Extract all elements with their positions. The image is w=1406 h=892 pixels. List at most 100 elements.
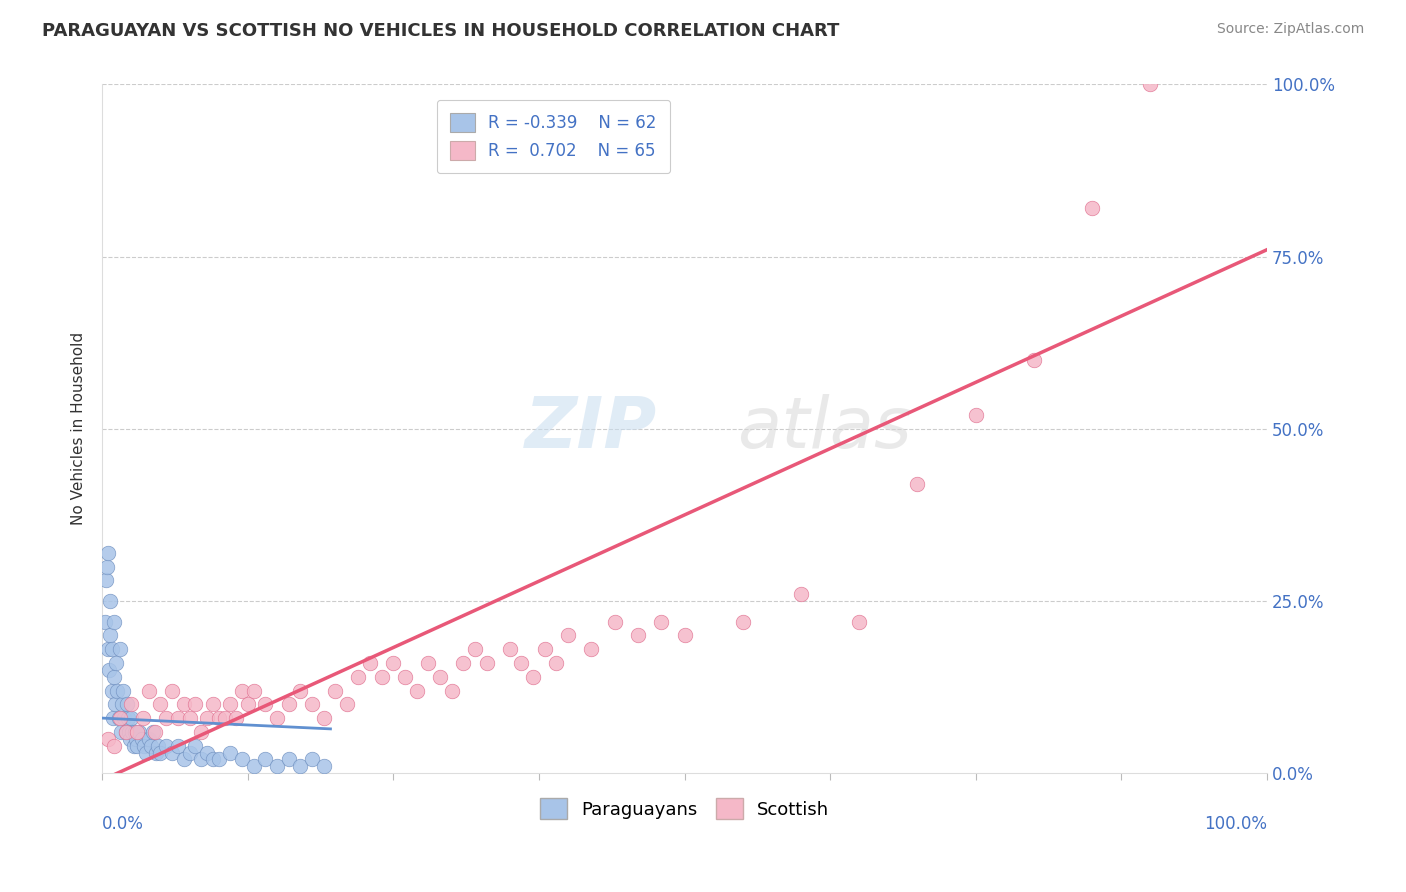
Point — [101, 711, 124, 725]
Point — [603, 615, 626, 629]
Point — [122, 739, 145, 753]
Point — [231, 683, 253, 698]
Point — [167, 711, 190, 725]
Point — [440, 683, 463, 698]
Point — [114, 724, 136, 739]
Point — [173, 698, 195, 712]
Point — [731, 615, 754, 629]
Point — [464, 642, 486, 657]
Point — [127, 739, 149, 753]
Point — [546, 656, 568, 670]
Point — [214, 711, 236, 725]
Point — [323, 683, 346, 698]
Point — [359, 656, 381, 670]
Point — [143, 724, 166, 739]
Point — [965, 408, 987, 422]
Point — [105, 656, 128, 670]
Point — [117, 711, 139, 725]
Point — [219, 746, 242, 760]
Text: atlas: atlas — [737, 394, 911, 463]
Point — [499, 642, 522, 657]
Point — [673, 628, 696, 642]
Point — [451, 656, 474, 670]
Point — [142, 724, 165, 739]
Point — [120, 711, 142, 725]
Text: PARAGUAYAN VS SCOTTISH NO VEHICLES IN HOUSEHOLD CORRELATION CHART: PARAGUAYAN VS SCOTTISH NO VEHICLES IN HO… — [42, 22, 839, 40]
Text: 0.0%: 0.0% — [103, 814, 143, 832]
Point — [138, 731, 160, 746]
Point — [254, 698, 277, 712]
Point — [277, 698, 299, 712]
Point — [418, 656, 440, 670]
Text: Source: ZipAtlas.com: Source: ZipAtlas.com — [1216, 22, 1364, 37]
Point — [371, 670, 394, 684]
Legend: Paraguayans, Scottish: Paraguayans, Scottish — [533, 791, 837, 826]
Point — [195, 711, 218, 725]
Point — [98, 594, 121, 608]
Point — [231, 752, 253, 766]
Point — [173, 752, 195, 766]
Point — [128, 724, 150, 739]
Point — [581, 642, 603, 657]
Point — [121, 724, 143, 739]
Point — [208, 711, 231, 725]
Point — [429, 670, 451, 684]
Point — [132, 711, 155, 725]
Point — [115, 698, 138, 712]
Point — [312, 711, 335, 725]
Point — [650, 615, 672, 629]
Point — [510, 656, 533, 670]
Point — [97, 731, 120, 746]
Point — [254, 752, 277, 766]
Point — [195, 746, 218, 760]
Point — [208, 752, 231, 766]
Point — [312, 759, 335, 773]
Point — [94, 574, 117, 588]
Point — [266, 711, 288, 725]
Point — [533, 642, 555, 657]
Point — [160, 683, 183, 698]
Point — [98, 663, 121, 677]
Point — [131, 731, 153, 746]
Point — [138, 683, 160, 698]
Point — [236, 698, 259, 712]
Point — [347, 670, 370, 684]
Point — [112, 711, 135, 725]
Point — [1022, 353, 1045, 368]
Point — [225, 711, 247, 725]
Point — [290, 683, 312, 698]
Point — [1081, 202, 1104, 216]
Point — [107, 711, 129, 725]
Point — [103, 615, 125, 629]
Point — [301, 698, 323, 712]
Point — [907, 477, 929, 491]
Point — [139, 739, 162, 753]
Point — [112, 683, 135, 698]
Point — [277, 752, 299, 766]
Point — [266, 759, 288, 773]
Point — [1139, 78, 1161, 92]
Point — [110, 724, 132, 739]
Point — [100, 683, 122, 698]
Point — [105, 683, 128, 698]
Point — [848, 615, 870, 629]
Point — [382, 656, 405, 670]
Point — [100, 642, 122, 657]
Point — [149, 698, 172, 712]
Point — [93, 615, 115, 629]
Point — [145, 746, 167, 760]
Point — [120, 731, 142, 746]
Point — [155, 711, 177, 725]
Point — [134, 739, 156, 753]
Point — [120, 698, 142, 712]
Point — [190, 752, 212, 766]
Point — [475, 656, 498, 670]
Point — [155, 739, 177, 753]
Point — [557, 628, 579, 642]
Point — [167, 739, 190, 753]
Point — [108, 642, 131, 657]
Point — [108, 711, 131, 725]
Point — [242, 759, 264, 773]
Point — [135, 746, 157, 760]
Y-axis label: No Vehicles in Household: No Vehicles in Household — [72, 332, 86, 525]
